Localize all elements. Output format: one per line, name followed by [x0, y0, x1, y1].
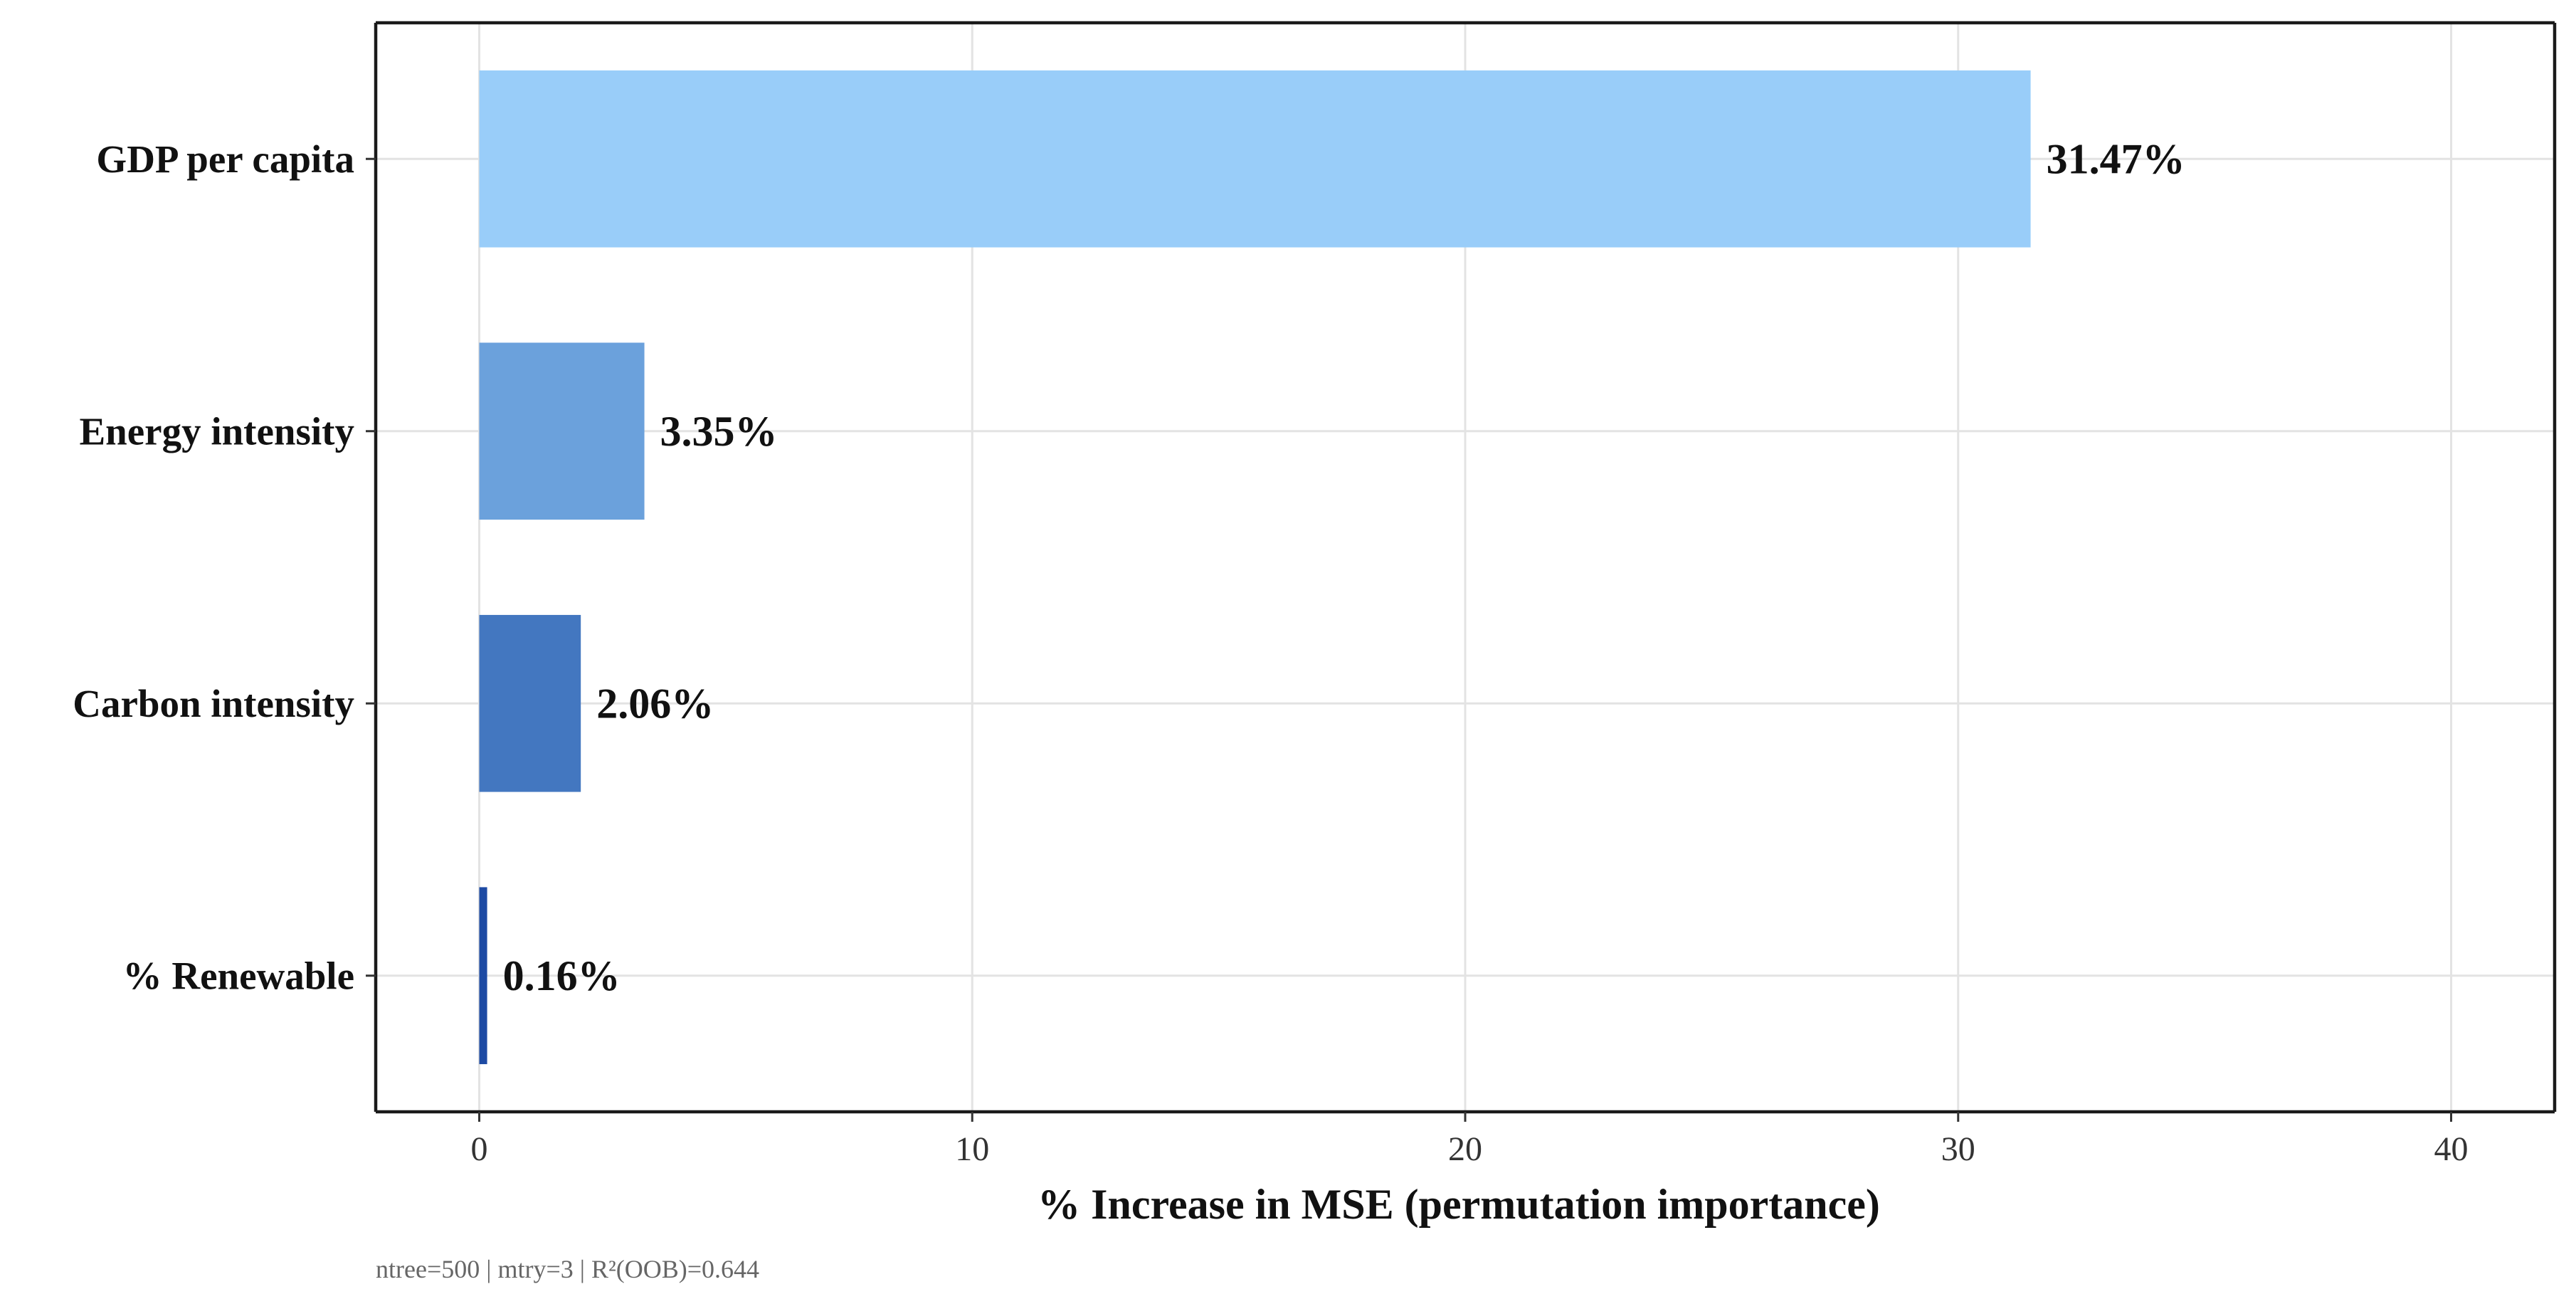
bars [479, 70, 2031, 1065]
bar [479, 887, 487, 1065]
category-label: Energy intensity [79, 409, 354, 453]
x-tick-label: 0 [470, 1130, 487, 1168]
data-label: 2.06% [596, 680, 714, 727]
bar [479, 70, 2031, 248]
category-label: Carbon intensity [73, 682, 354, 725]
category-label: GDP per capita [96, 137, 354, 181]
labels: 31.47% GDP per capita 3.35% Energy intensit… [73, 135, 2468, 1168]
data-label: 31.47% [2047, 135, 2185, 182]
x-tick-label: 10 [955, 1130, 989, 1168]
bar [479, 342, 645, 520]
data-label: 3.35% [660, 408, 778, 455]
axis-frame [374, 21, 2557, 1114]
x-tick-label: 30 [1941, 1130, 1975, 1168]
x-tick-label: 20 [1448, 1130, 1482, 1168]
bar [479, 614, 581, 792]
data-label: 0.16% [503, 952, 621, 999]
x-axis-title: % Increase in MSE (permutation importanc… [1038, 1181, 1880, 1228]
axis-ticks [366, 157, 2453, 1122]
x-tick-label: 40 [2434, 1130, 2469, 1168]
category-label: % Renewable [123, 954, 354, 997]
model-caption: ntree=500 | mtry=3 | R²(OOB)=0.644 [376, 1255, 759, 1283]
